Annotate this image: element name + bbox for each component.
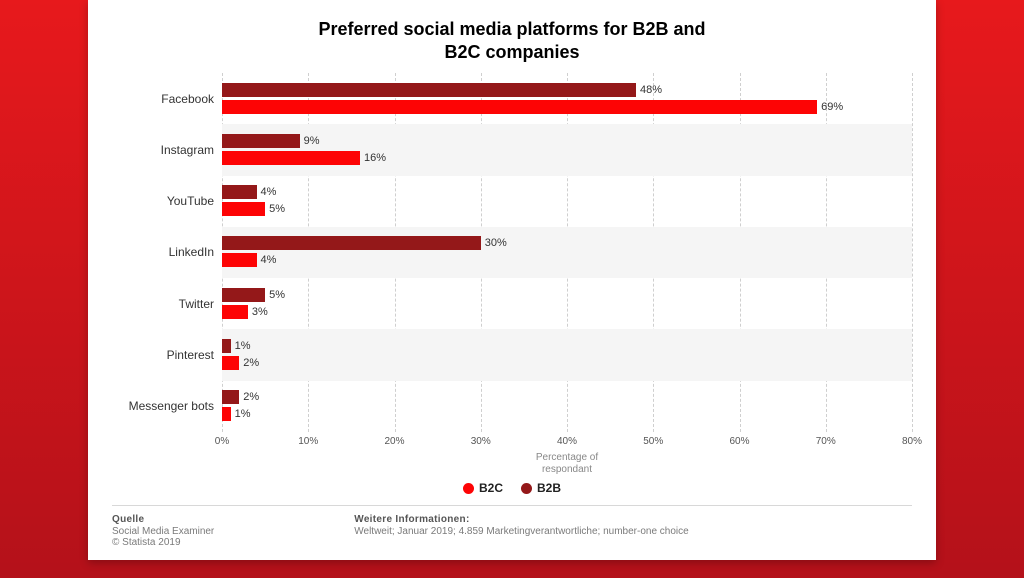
legend-item-b2b: B2B — [521, 481, 561, 495]
bar-row: 5%3% — [222, 278, 912, 329]
x-tick: 40% — [557, 436, 577, 447]
footer-info: Weitere Informationen: Weltweit; Januar … — [354, 514, 688, 548]
bar-row: 48% 69% — [222, 73, 912, 124]
bar-value-label: 30% — [485, 237, 507, 249]
bar-b2b: 9% — [222, 134, 300, 148]
x-tick: 20% — [384, 436, 404, 447]
legend: B2C B2B — [112, 481, 912, 495]
bar-b2c: 69% — [222, 100, 817, 114]
y-axis-label: Pinterest — [112, 348, 214, 362]
bar-row: 2% 1% — [222, 381, 912, 432]
bar-b2c: 16% — [222, 151, 360, 165]
x-axis-label-row: Percentage of respondant — [112, 450, 912, 475]
bar-value-label: 48% — [640, 84, 662, 96]
bar-value-label: 9% — [304, 135, 320, 147]
bar-value-label: 2% — [243, 391, 259, 403]
legend-dot-b2c — [463, 483, 474, 494]
bar-b2c: 5% — [222, 202, 265, 216]
bar-b2b: 48% — [222, 83, 636, 97]
plot-area: 48%69%9%16%4%5%30%4%5%3%1%2%2%1% — [222, 73, 912, 432]
legend-item-b2c: B2C — [463, 481, 503, 495]
y-axis-label: Messenger bots — [112, 399, 214, 413]
bar-b2c: 1% — [222, 407, 231, 421]
bar-value-label: 2% — [243, 357, 259, 369]
x-tick: 30% — [471, 436, 491, 447]
y-axis-label: Instagram — [112, 143, 214, 157]
y-axis-label: LinkedIn — [112, 245, 214, 259]
chart-panel: Preferred social media platforms for B2B… — [88, 0, 936, 560]
footer-source-line2: © Statista 2019 — [112, 537, 214, 548]
footer-info-line1: Weltweit; Januar 2019; 4.859 Marketingve… — [354, 526, 688, 537]
bar-row: 9% 16% — [222, 124, 912, 175]
footer-source: Quelle Social Media Examiner © Statista … — [112, 514, 214, 548]
title-line-1: Preferred social media platforms for B2B… — [318, 19, 705, 39]
bar-value-label: 5% — [269, 289, 285, 301]
bar-value-label: 16% — [364, 152, 386, 164]
legend-label-b2b: B2B — [537, 481, 561, 495]
bar-b2b: 5% — [222, 288, 265, 302]
bar-b2c: 4% — [222, 253, 257, 267]
bar-row: 4% 5% — [222, 176, 912, 227]
footer-source-line1: Social Media Examiner — [112, 526, 214, 537]
bar-row: 30% 4% — [222, 227, 912, 278]
bar-b2b: 2% — [222, 390, 239, 404]
x-axis-ticks: 0%10%20%30%40%50%60%70%80% — [222, 436, 912, 450]
y-axis-label: YouTube — [112, 194, 214, 208]
bar-value-label: 4% — [261, 186, 277, 198]
x-tick: 0% — [215, 436, 229, 447]
bar-b2b: 4% — [222, 185, 257, 199]
footer: Quelle Social Media Examiner © Statista … — [112, 505, 912, 548]
bar-value-label: 4% — [261, 254, 277, 266]
bar-rows: 48%69%9%16%4%5%30%4%5%3%1%2%2%1% — [222, 73, 912, 432]
x-tick: 80% — [902, 436, 922, 447]
y-axis-label: Facebook — [112, 92, 214, 106]
x-tick: 10% — [298, 436, 318, 447]
bar-b2c: 3% — [222, 305, 248, 319]
x-tick: 50% — [643, 436, 663, 447]
x-axis: 0%10%20%30%40%50%60%70%80% — [112, 436, 912, 450]
chart-title: Preferred social media platforms for B2B… — [112, 18, 912, 63]
y-axis-label: Twitter — [112, 297, 214, 311]
bar-value-label: 1% — [235, 340, 251, 352]
footer-source-heading: Quelle — [112, 514, 214, 525]
title-line-2: B2C companies — [444, 42, 579, 62]
x-axis-label: Percentage of respondant — [222, 452, 912, 475]
bar-b2c: 2% — [222, 356, 239, 370]
x-tick: 70% — [816, 436, 836, 447]
bar-value-label: 69% — [821, 101, 843, 113]
chart-area: Facebook Instagram YouTube LinkedIn Twitter P… — [112, 73, 912, 495]
legend-dot-b2b — [521, 483, 532, 494]
bar-b2b: 30% — [222, 236, 481, 250]
plot: Facebook Instagram YouTube LinkedIn Twitter P… — [112, 73, 912, 432]
page-background: Preferred social media platforms for B2B… — [0, 0, 1024, 578]
legend-label-b2c: B2C — [479, 481, 503, 495]
bar-value-label: 3% — [252, 306, 268, 318]
x-tick: 60% — [729, 436, 749, 447]
bar-value-label: 5% — [269, 203, 285, 215]
bar-value-label: 1% — [235, 408, 251, 420]
bar-row: 1% 2% — [222, 329, 912, 380]
footer-info-heading: Weitere Informationen: — [354, 514, 688, 525]
y-axis-labels: Facebook Instagram YouTube LinkedIn Twitter P… — [112, 73, 222, 432]
bar-b2b: 1% — [222, 339, 231, 353]
